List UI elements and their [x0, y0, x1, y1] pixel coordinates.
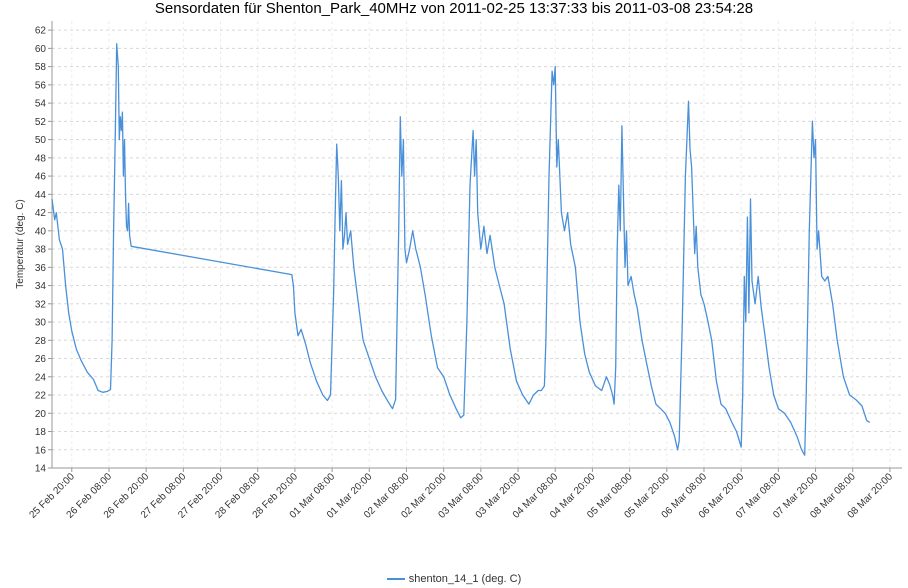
legend-label: shenton_14_1 (deg. C): [408, 573, 522, 585]
y-tick-label: 62: [35, 26, 47, 37]
y-tick-label: 20: [35, 409, 47, 420]
y-tick-label: 58: [35, 62, 47, 73]
y-tick-label: 40: [35, 226, 47, 237]
chart-title: Sensordaten für Shenton_Park_40MHz von 2…: [154, 0, 754, 17]
y-tick-label: 24: [35, 372, 47, 383]
y-tick-label: 16: [35, 445, 47, 456]
y-tick-label: 44: [35, 190, 47, 201]
y-tick-label: 38: [35, 245, 47, 256]
legend-line-swatch: [386, 578, 405, 580]
series-layer: [51, 43, 871, 456]
plot-area: [52, 21, 902, 468]
y-tick-label: 48: [35, 153, 47, 164]
grid-lines: [52, 21, 902, 469]
y-tick-label: 28: [35, 336, 47, 347]
y-tick-label: 42: [35, 208, 47, 219]
y-tick-label: 46: [35, 172, 47, 183]
series-line-0: [51, 43, 871, 456]
y-tick-label: 56: [35, 80, 47, 91]
y-tick-label: 30: [35, 318, 47, 329]
y-tick-label: 36: [35, 263, 47, 274]
y-tick-label: 52: [35, 117, 47, 128]
y-tick-label: 26: [35, 354, 47, 365]
legend: shenton_14_1 (deg. C): [0, 572, 908, 586]
y-tick-label: 60: [35, 44, 47, 55]
y-tick-label: 14: [35, 464, 47, 475]
y-tick-label: 50: [35, 135, 47, 146]
y-tick-label: 22: [35, 391, 47, 402]
y-tick-label: 18: [35, 427, 47, 438]
y-tick-label: 54: [35, 99, 47, 110]
y-tick-label: 32: [35, 299, 47, 310]
y-tick-label: 34: [35, 281, 47, 292]
y-axis-title: Temperatur (deg. C): [15, 199, 26, 288]
